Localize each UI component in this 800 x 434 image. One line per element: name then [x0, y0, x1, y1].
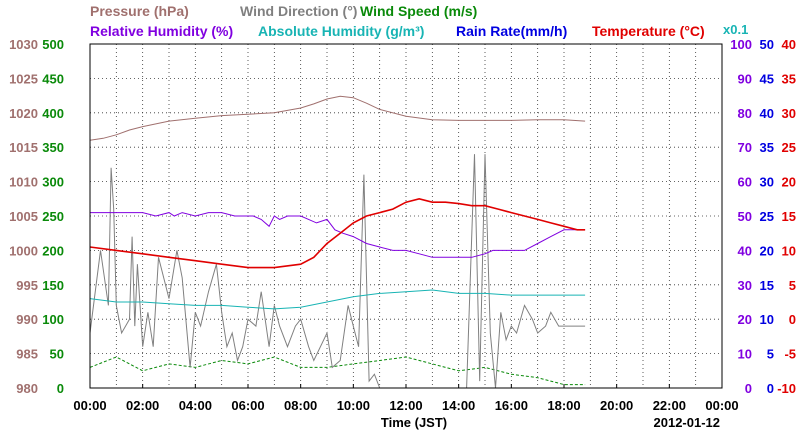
y-tick-label: 1015	[9, 140, 38, 155]
y-tick-label: 40	[738, 243, 752, 258]
y-tick-label: 250	[42, 209, 64, 224]
scale-note: x0.1	[723, 22, 748, 37]
y-tick-label: 50	[738, 209, 752, 224]
y-tick-label: 35	[782, 71, 796, 86]
x-tick-label: 14:00	[442, 398, 475, 413]
y-tick-label: 10	[738, 347, 752, 362]
y-tick-label: 25	[760, 209, 774, 224]
left-axes: 1030102510201015101010051000995990985980…	[9, 37, 64, 396]
series-layer	[89, 95, 586, 389]
y-tick-label: 100	[42, 312, 64, 327]
y-tick-label: 990	[16, 312, 38, 327]
y-tick-label: 90	[738, 71, 752, 86]
y-tick-label: -10	[777, 381, 796, 396]
y-tick-label: 1025	[9, 71, 38, 86]
x-tick-label: 12:00	[389, 398, 422, 413]
y-tick-label: 50	[50, 347, 64, 362]
y-tick-label: 200	[42, 243, 64, 258]
x-tick-label: 16:00	[495, 398, 528, 413]
y-tick-label: 40	[782, 37, 796, 52]
date-label: 2012-01-12	[654, 415, 721, 430]
x-tick-label: 18:00	[547, 398, 580, 413]
y-tick-label: 30	[782, 106, 796, 121]
series-line	[90, 212, 586, 258]
legend-item: Temperature (°C)	[592, 23, 705, 39]
y-tick-label: 150	[42, 278, 64, 293]
x-tick-label: 00:00	[705, 398, 738, 413]
legend-item: Pressure (hPa)	[90, 3, 189, 19]
y-tick-label: 35	[760, 140, 774, 155]
series-line	[89, 154, 586, 389]
x-tick-label: 02:00	[126, 398, 159, 413]
y-tick-label: 60	[738, 175, 752, 190]
y-tick-label: 10	[782, 243, 796, 258]
y-tick-label: 995	[16, 278, 38, 293]
y-tick-label: 1010	[9, 175, 38, 190]
y-tick-label: 70	[738, 140, 752, 155]
y-tick-label: 40	[760, 106, 774, 121]
y-tick-label: 1020	[9, 106, 38, 121]
right-axes: 1009080706050403020100504540353025201510…	[730, 37, 796, 396]
y-tick-label: 300	[42, 175, 64, 190]
y-tick-label: -5	[784, 347, 796, 362]
y-tick-label: 500	[42, 37, 64, 52]
y-tick-label: 5	[789, 278, 796, 293]
y-tick-label: 25	[782, 140, 796, 155]
y-tick-label: 10	[760, 312, 774, 327]
y-tick-label: 45	[760, 71, 774, 86]
y-tick-label: 30	[738, 278, 752, 293]
y-tick-label: 1000	[9, 243, 38, 258]
series-line	[89, 197, 586, 269]
y-tick-label: 20	[760, 243, 774, 258]
y-tick-label: 400	[42, 106, 64, 121]
legend-item: Wind Direction (°)	[240, 3, 357, 19]
legend-row-2: Relative Humidity (%) Absolute Humidity (…	[90, 23, 705, 39]
y-tick-label: 30	[760, 175, 774, 190]
x-tick-label: 08:00	[284, 398, 317, 413]
x-tick-label: 20:00	[600, 398, 633, 413]
y-tick-label: 0	[767, 381, 774, 396]
plot-grid	[90, 44, 722, 388]
y-tick-label: 20	[738, 312, 752, 327]
legend-item: Absolute Humidity (g/m³)	[258, 23, 424, 39]
x-tick-label: 10:00	[337, 398, 370, 413]
y-tick-label: 80	[738, 106, 752, 121]
x-tick-label: 04:00	[179, 398, 212, 413]
y-tick-label: 50	[760, 37, 774, 52]
y-tick-label: 0	[789, 312, 796, 327]
x-tick-label: 22:00	[653, 398, 686, 413]
series-line	[89, 289, 586, 310]
x-tick-label: 06:00	[231, 398, 264, 413]
x-axis-label: Time (JST)	[381, 415, 447, 430]
series-line	[89, 95, 586, 141]
legend-row-1: Pressure (hPa) Wind Direction (°) Wind Spe…	[90, 3, 477, 19]
y-tick-label: 20	[782, 175, 796, 190]
y-tick-label: 1005	[9, 209, 38, 224]
legend-item: Rain Rate(mm/h)	[456, 23, 567, 39]
y-tick-label: 350	[42, 140, 64, 155]
legend-item: Wind Speed (m/s)	[360, 3, 477, 19]
legend-item: Relative Humidity (%)	[90, 23, 233, 39]
x-axis: 00:00 02:00 04:00 06:00 08:00 10:00 12:00 14:00…	[73, 384, 739, 413]
y-tick-label: 1030	[9, 37, 38, 52]
y-tick-label: 5	[767, 347, 774, 362]
y-tick-label: 100	[730, 37, 752, 52]
y-tick-label: 15	[782, 209, 796, 224]
y-tick-label: 980	[16, 381, 38, 396]
series-line	[89, 356, 586, 386]
y-tick-label: 450	[42, 71, 64, 86]
y-tick-label: 15	[760, 278, 774, 293]
y-tick-label: 985	[16, 347, 38, 362]
y-tick-label: 0	[57, 381, 64, 396]
x-tick-label: 00:00	[73, 398, 106, 413]
y-tick-label: 0	[745, 381, 752, 396]
